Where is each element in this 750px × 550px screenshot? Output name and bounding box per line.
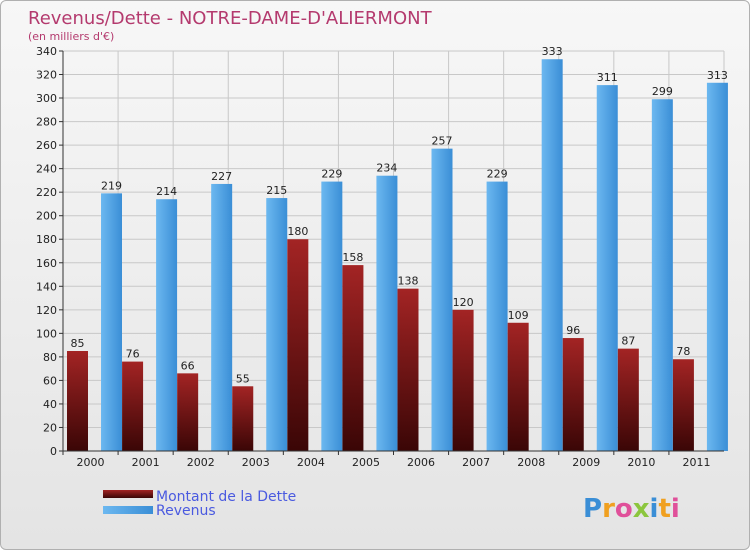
bar-revenus-2011 [707, 83, 728, 451]
y-tick-label: 220 [36, 186, 57, 199]
bar-revenus-2003 [266, 198, 287, 451]
x-tick-label-2007: 2007 [462, 456, 490, 469]
x-tick-label-2005: 2005 [352, 456, 380, 469]
x-tick-label-2001: 2001 [132, 456, 160, 469]
x-tick-label-2002: 2002 [187, 456, 215, 469]
value-label-debt-2009: 96 [566, 324, 580, 337]
y-tick-label: 80 [43, 351, 57, 364]
value-label-revenus-2005: 234 [376, 162, 397, 175]
bar-debt-2001 [122, 362, 143, 451]
bar-debt-2000 [67, 351, 88, 451]
value-label-revenus-2004: 229 [321, 168, 342, 181]
value-label-revenus-2008: 333 [542, 45, 563, 58]
y-tick-label: 260 [36, 139, 57, 152]
value-label-revenus-2011: 313 [707, 69, 728, 82]
x-tick-label-2010: 2010 [627, 456, 655, 469]
value-label-revenus-2007: 229 [487, 168, 508, 181]
legend-label-revenus: Revenus [156, 503, 216, 519]
bar-debt-2008 [508, 323, 529, 451]
value-label-revenus-2006: 257 [432, 135, 453, 148]
value-label-debt-2011: 78 [676, 345, 690, 358]
legend-swatch-debt [103, 490, 153, 498]
bar-debt-2006 [398, 289, 419, 451]
value-label-debt-2007: 120 [453, 296, 474, 309]
y-tick-label: 140 [36, 280, 57, 293]
y-tick-label: 340 [36, 45, 57, 58]
bar-revenus-2004 [321, 182, 342, 451]
bar-debt-2010 [618, 349, 639, 451]
y-tick-label: 240 [36, 163, 57, 176]
y-tick-label: 100 [36, 327, 57, 340]
bar-revenus-2008 [542, 59, 563, 451]
x-tick-label-2008: 2008 [517, 456, 545, 469]
chart-title: Revenus/Dette - NOTRE-DAME-D'ALIERMONT [28, 8, 433, 29]
bar-debt-2005 [342, 265, 363, 451]
x-tick-label-2006: 2006 [407, 456, 435, 469]
value-label-debt-2006: 138 [398, 275, 419, 288]
value-label-revenus-2009: 311 [597, 71, 618, 84]
y-tick-label: 300 [36, 92, 57, 105]
value-label-revenus-2010: 299 [652, 85, 673, 98]
bar-debt-2002 [177, 373, 198, 451]
chart-frame: Revenus/Dette - NOTRE-DAME-D'ALIERMONT (… [0, 0, 750, 550]
value-label-debt-2005: 158 [342, 251, 363, 264]
value-label-debt-2008: 109 [508, 309, 529, 322]
legend: Montant de la Dette Revenus [103, 489, 296, 519]
y-tick-label: 320 [36, 69, 57, 82]
x-tick-label-2011: 2011 [682, 456, 710, 469]
y-tick-label: 180 [36, 233, 57, 246]
value-label-debt-2004: 180 [287, 225, 308, 238]
y-tick-label: 0 [50, 445, 57, 458]
bar-revenus-2007 [487, 182, 508, 451]
value-label-revenus-2002: 227 [211, 170, 232, 183]
y-tick-label: 20 [43, 421, 57, 434]
y-tick-label: 280 [36, 116, 57, 129]
bar-revenus-2009 [597, 85, 618, 451]
value-label-debt-2002: 66 [181, 359, 195, 372]
bar-revenus-2010 [652, 99, 673, 451]
x-tick-label-2009: 2009 [572, 456, 600, 469]
value-label-debt-2010: 87 [621, 335, 635, 348]
legend-swatch-revenus [103, 506, 153, 514]
bar-debt-2004 [287, 239, 308, 451]
value-label-revenus-2003: 215 [266, 184, 287, 197]
value-label-debt-2001: 76 [126, 348, 140, 361]
bar-debt-2011 [673, 359, 694, 451]
bar-debt-2003 [232, 386, 253, 451]
bar-revenus-2001 [156, 199, 177, 451]
y-tick-label: 120 [36, 304, 57, 317]
x-tick-label-2003: 2003 [242, 456, 270, 469]
bar-revenus-2000 [101, 193, 122, 451]
bar-debt-2009 [563, 338, 584, 451]
value-label-revenus-2001: 214 [156, 185, 177, 198]
proxiti-logo: Proxiti [583, 494, 680, 524]
bar-revenus-2005 [376, 176, 397, 451]
bar-debt-2007 [453, 310, 474, 451]
bars [67, 59, 728, 451]
y-tick-label: 200 [36, 210, 57, 223]
bar-revenus-2006 [432, 149, 453, 451]
value-label-revenus-2000: 219 [101, 179, 122, 192]
y-tick-label: 160 [36, 257, 57, 270]
value-label-debt-2000: 85 [71, 337, 85, 350]
y-tick-label: 60 [43, 374, 57, 387]
chart-subtitle: (en milliers d'€) [28, 30, 114, 43]
y-tick-label: 40 [43, 398, 57, 411]
value-label-debt-2003: 55 [236, 372, 250, 385]
bar-revenus-2002 [211, 184, 232, 451]
chart-svg: Revenus/Dette - NOTRE-DAME-D'ALIERMONT (… [1, 1, 750, 550]
x-tick-label-2004: 2004 [297, 456, 325, 469]
x-tick-label-2000: 2000 [77, 456, 105, 469]
